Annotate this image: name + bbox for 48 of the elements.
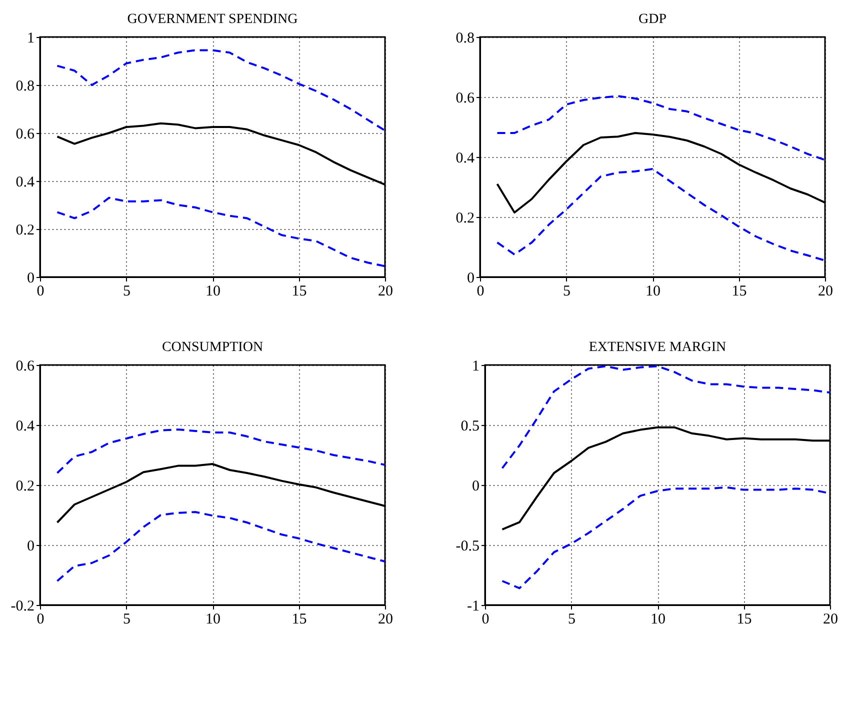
line-series [56, 196, 385, 268]
x-tick-label: 20 [818, 284, 833, 300]
y-tick-label: 0 [467, 270, 474, 286]
y-tick-label: -0.2 [10, 598, 34, 614]
x-tick-label: 20 [378, 612, 393, 628]
x-tick-label: 5 [123, 612, 130, 628]
y-tick-label: 1 [472, 358, 480, 374]
y-tick-label: 0.5 [460, 418, 480, 434]
y-tick-label: 0.2 [456, 210, 474, 226]
y-tick-label: 0.2 [16, 478, 34, 494]
y-tick-label: 0 [27, 538, 34, 554]
chart-title: GDP [638, 12, 667, 27]
y-tick-label: 0.4 [16, 418, 35, 434]
x-tick-label: 10 [206, 612, 220, 628]
chart-title: GOVERNMENT SPENDING [127, 12, 298, 27]
y-tick-label: 0 [472, 478, 480, 494]
y-tick-label: 0.6 [456, 90, 475, 106]
line-series [501, 365, 830, 470]
y-tick-label: 0.6 [16, 126, 35, 142]
x-tick-label: 5 [123, 284, 130, 300]
x-tick-label: 20 [378, 284, 393, 300]
y-tick-label: 0.8 [456, 30, 474, 46]
chart-title: EXTENSIVE MARGIN [588, 340, 726, 355]
y-tick-label: 0 [27, 270, 34, 286]
x-tick-label: 15 [732, 284, 747, 300]
x-tick-label: 15 [292, 612, 307, 628]
x-tick-label: 15 [292, 284, 307, 300]
y-tick-label: 0.2 [16, 222, 34, 238]
x-tick-label: 5 [563, 284, 570, 300]
x-tick-label: 10 [650, 612, 666, 628]
x-tick-label: 20 [823, 612, 838, 628]
y-tick-label: -0.5 [456, 538, 480, 554]
y-tick-label: -1 [467, 598, 480, 614]
line-series [56, 511, 385, 582]
y-tick-label: 0.6 [16, 358, 35, 374]
line-series [56, 49, 385, 132]
x-tick-label: 5 [568, 612, 576, 628]
line-series [56, 428, 385, 474]
x-tick-label: 10 [206, 284, 220, 300]
line-series [496, 95, 825, 161]
y-tick-label: 1 [27, 30, 34, 46]
x-tick-label: 15 [736, 612, 752, 628]
y-tick-label: 0.8 [16, 78, 34, 94]
x-tick-label: 10 [646, 284, 660, 300]
chart-title: CONSUMPTION [162, 340, 264, 355]
y-tick-label: 0.4 [16, 174, 35, 190]
line-series [496, 168, 825, 262]
y-tick-label: 0.4 [456, 150, 475, 166]
